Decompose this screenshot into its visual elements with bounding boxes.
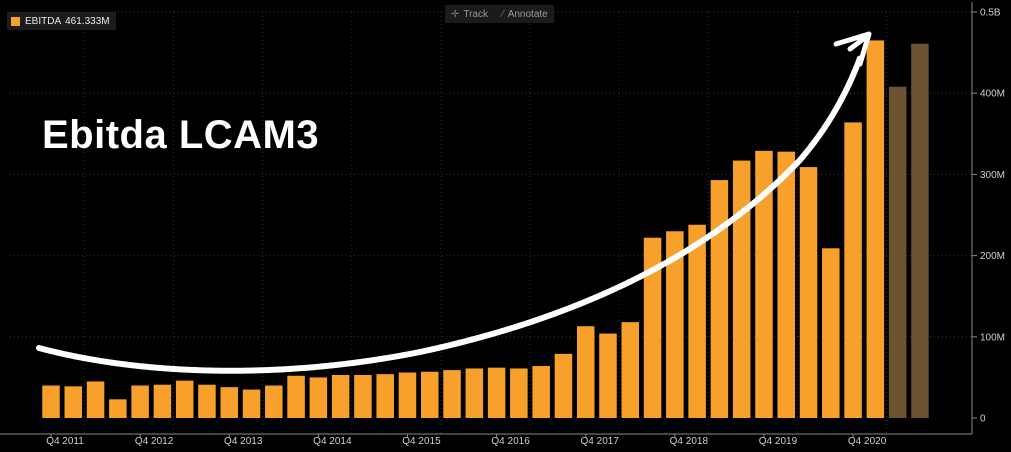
bar[interactable] <box>822 248 840 418</box>
bar[interactable] <box>732 160 751 418</box>
x-tick-label: Q4 2013 <box>224 436 263 447</box>
bar[interactable] <box>510 368 528 418</box>
bar[interactable] <box>487 367 506 418</box>
bar[interactable] <box>844 122 862 418</box>
bar[interactable] <box>398 372 417 418</box>
axes: 0 100M 200M 300M 400M 0.5B Q4 2011 Q4 2012 Q4 20… <box>0 2 1005 447</box>
bar[interactable] <box>554 353 573 418</box>
bar-estimate[interactable] <box>911 43 929 418</box>
bar[interactable] <box>443 370 461 418</box>
bar[interactable] <box>220 387 238 418</box>
bar[interactable] <box>153 384 172 418</box>
y-tick-label: 0.5B <box>980 8 1001 19</box>
bar[interactable] <box>42 385 60 418</box>
legend-value: 461.333M <box>65 15 110 27</box>
bar[interactable] <box>86 381 105 418</box>
x-tick-label: Q4 2012 <box>135 436 174 447</box>
x-tick-label: Q4 2019 <box>759 436 798 447</box>
bar-series[interactable] <box>42 40 929 419</box>
x-tick-label: Q4 2014 <box>313 436 352 447</box>
bar[interactable] <box>354 374 372 418</box>
trend-arrow-head <box>833 31 872 67</box>
bar[interactable] <box>198 384 216 418</box>
bar[interactable] <box>175 380 194 418</box>
bar[interactable] <box>599 333 617 418</box>
bar-estimate[interactable] <box>888 86 907 418</box>
x-tick-label: Q4 2018 <box>670 436 709 447</box>
track-button[interactable]: ✛ Track <box>451 9 488 20</box>
crosshair-icon: ✛ <box>451 8 460 20</box>
annotate-button[interactable]: ⁄ Annotate <box>502 9 548 20</box>
track-label: Track <box>463 8 489 20</box>
y-tick-label: 100M <box>980 332 1005 343</box>
trend-arrow-core <box>37 56 862 373</box>
x-tick-label: Q4 2017 <box>581 436 620 447</box>
x-tick-label: Q4 2011 <box>46 436 84 447</box>
bar[interactable] <box>643 237 662 418</box>
bar[interactable] <box>131 385 149 418</box>
bar[interactable] <box>376 374 394 418</box>
bar[interactable] <box>265 385 283 418</box>
y-tick-label: 200M <box>980 251 1005 262</box>
annotate-label: Annotate <box>507 8 548 20</box>
legend-swatch <box>11 16 20 26</box>
bar[interactable] <box>532 366 550 418</box>
bar[interactable] <box>309 377 328 418</box>
bar[interactable] <box>331 374 350 418</box>
x-tick-label: Q4 2020 <box>848 436 887 447</box>
legend-label: EBITDA <box>25 15 62 27</box>
y-tick-label: 300M <box>980 170 1005 181</box>
bar[interactable] <box>421 371 439 418</box>
trend-arrow-annotation <box>36 31 872 374</box>
chart-legend[interactable]: EBITDA 461.333M <box>7 12 116 30</box>
y-tick-label: 400M <box>980 89 1005 100</box>
overlay-title: Ebitda LCAM3 <box>42 113 320 157</box>
x-tick-label: Q4 2015 <box>402 436 441 447</box>
bar[interactable] <box>688 224 706 418</box>
x-tick-label: Q4 2016 <box>491 436 530 447</box>
bar[interactable] <box>109 399 127 418</box>
bar[interactable] <box>621 322 640 418</box>
bar[interactable] <box>666 231 684 418</box>
bar[interactable] <box>465 368 484 418</box>
bar[interactable] <box>64 386 83 418</box>
bar[interactable] <box>710 180 729 418</box>
bar[interactable] <box>755 150 773 419</box>
bar[interactable] <box>866 40 885 419</box>
bar[interactable] <box>287 375 305 418</box>
bar[interactable] <box>777 151 795 418</box>
pencil-icon: ⁄ <box>502 8 504 20</box>
chart-toolbar: ✛ Track ⁄ Annotate <box>445 5 554 23</box>
y-tick-label: 0 <box>980 414 986 425</box>
bar[interactable] <box>799 167 818 418</box>
bar[interactable] <box>242 389 261 418</box>
bar[interactable] <box>576 326 595 418</box>
